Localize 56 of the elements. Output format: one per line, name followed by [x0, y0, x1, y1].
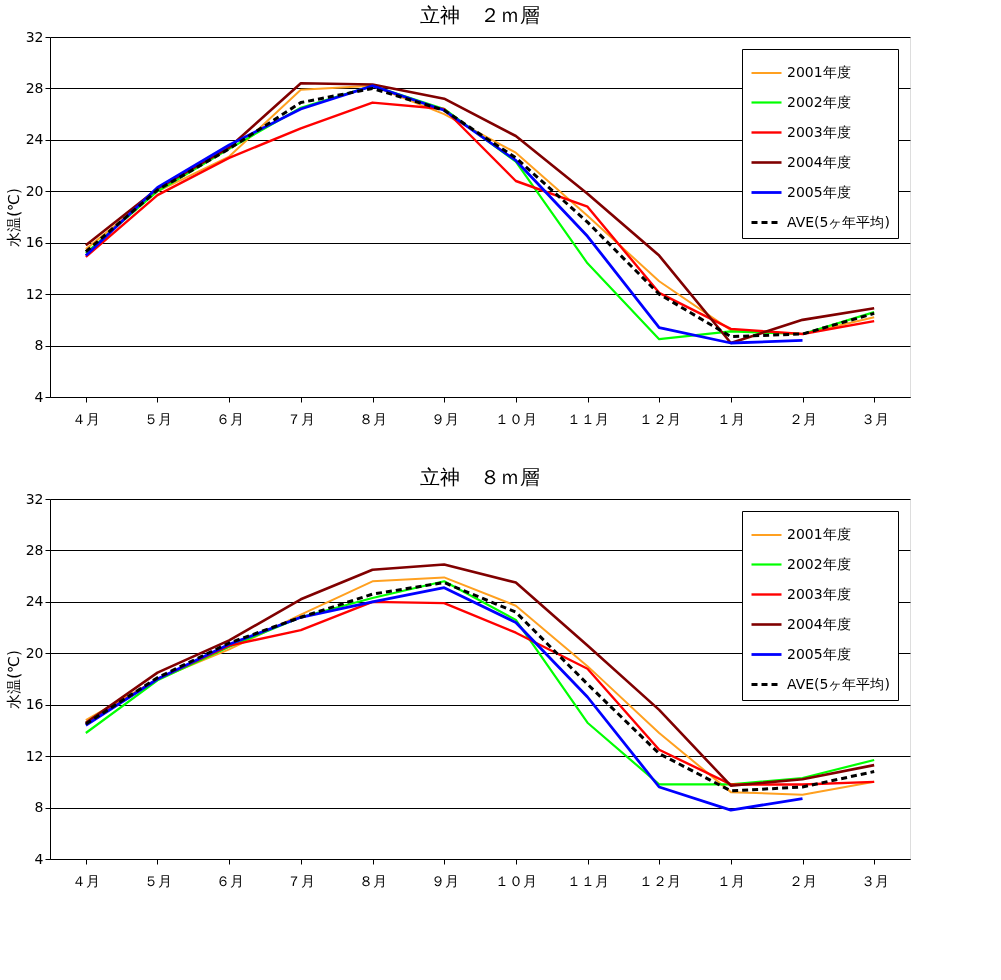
legend-label: 2005年度	[787, 645, 851, 662]
x-tick-label: １月	[717, 872, 746, 889]
legend-label: AVE(5ヶ年平均)	[787, 675, 890, 692]
y-tick-label: 28	[25, 79, 44, 96]
x-tick-label: １月	[717, 410, 746, 427]
x-tick-label: ９月	[430, 410, 459, 427]
legend-label: AVE(5ヶ年平均)	[787, 213, 890, 230]
x-tick-label: １１月	[567, 872, 609, 889]
y-tick-label: 20	[25, 182, 44, 199]
x-tick-label: ４月	[72, 872, 101, 889]
legend-label: 2003年度	[787, 123, 851, 140]
y-tick-label: 4	[34, 850, 44, 867]
legend-label: 2001年度	[787, 526, 851, 542]
chart-title: 立神 ８ｍ層	[420, 465, 540, 489]
y-axis-title: 水温(℃)	[4, 650, 23, 709]
x-tick-label: ２月	[789, 410, 817, 427]
legend-label: 2005年度	[787, 183, 851, 200]
y-tick-label: 20	[25, 644, 44, 661]
chart-title: 立神 ２ｍ層	[420, 3, 540, 27]
x-tick-label: １０月	[495, 410, 538, 427]
legend-label: 2002年度	[787, 93, 851, 110]
x-tick-label: ６月	[215, 410, 244, 427]
x-tick-label: ７月	[287, 872, 316, 889]
y-tick-label: 24	[25, 593, 44, 610]
x-tick-label: １０月	[495, 872, 538, 889]
x-tick-label: １１月	[567, 410, 609, 427]
x-tick-label: ６月	[215, 872, 244, 889]
x-tick-label: １２月	[638, 410, 681, 427]
y-tick-label: 16	[25, 234, 44, 251]
y-tick-label: 12	[25, 285, 44, 302]
x-tick-label: １２月	[638, 872, 681, 889]
x-tick-label: ３月	[860, 410, 889, 427]
y-tick-label: 16	[25, 696, 44, 713]
legend-label: 2004年度	[787, 153, 851, 170]
y-tick-label: 32	[25, 490, 44, 507]
y-axis-title: 水温(℃)	[4, 188, 23, 247]
legend-label: 2004年度	[787, 615, 851, 632]
x-tick-label: ５月	[144, 410, 172, 427]
y-tick-label: 12	[25, 747, 44, 764]
x-tick-label: ８月	[359, 410, 387, 427]
y-tick-label: 24	[25, 131, 44, 148]
x-tick-label: ７月	[287, 410, 316, 427]
y-tick-label: 28	[25, 541, 44, 558]
y-tick-label: 8	[34, 337, 44, 354]
legend-label: 2001年度	[787, 64, 851, 80]
x-tick-label: ３月	[860, 872, 889, 889]
y-tick-label: 8	[34, 799, 44, 816]
x-tick-label: ９月	[430, 872, 459, 889]
legend-label: 2003年度	[787, 585, 851, 602]
y-tick-label: 4	[34, 388, 44, 405]
x-tick-label: ２月	[789, 872, 817, 889]
x-tick-label: ８月	[359, 872, 387, 889]
y-tick-label: 32	[25, 28, 44, 45]
legend-label: 2002年度	[787, 555, 851, 572]
x-tick-label: ５月	[144, 872, 172, 889]
x-tick-label: ４月	[72, 410, 101, 427]
